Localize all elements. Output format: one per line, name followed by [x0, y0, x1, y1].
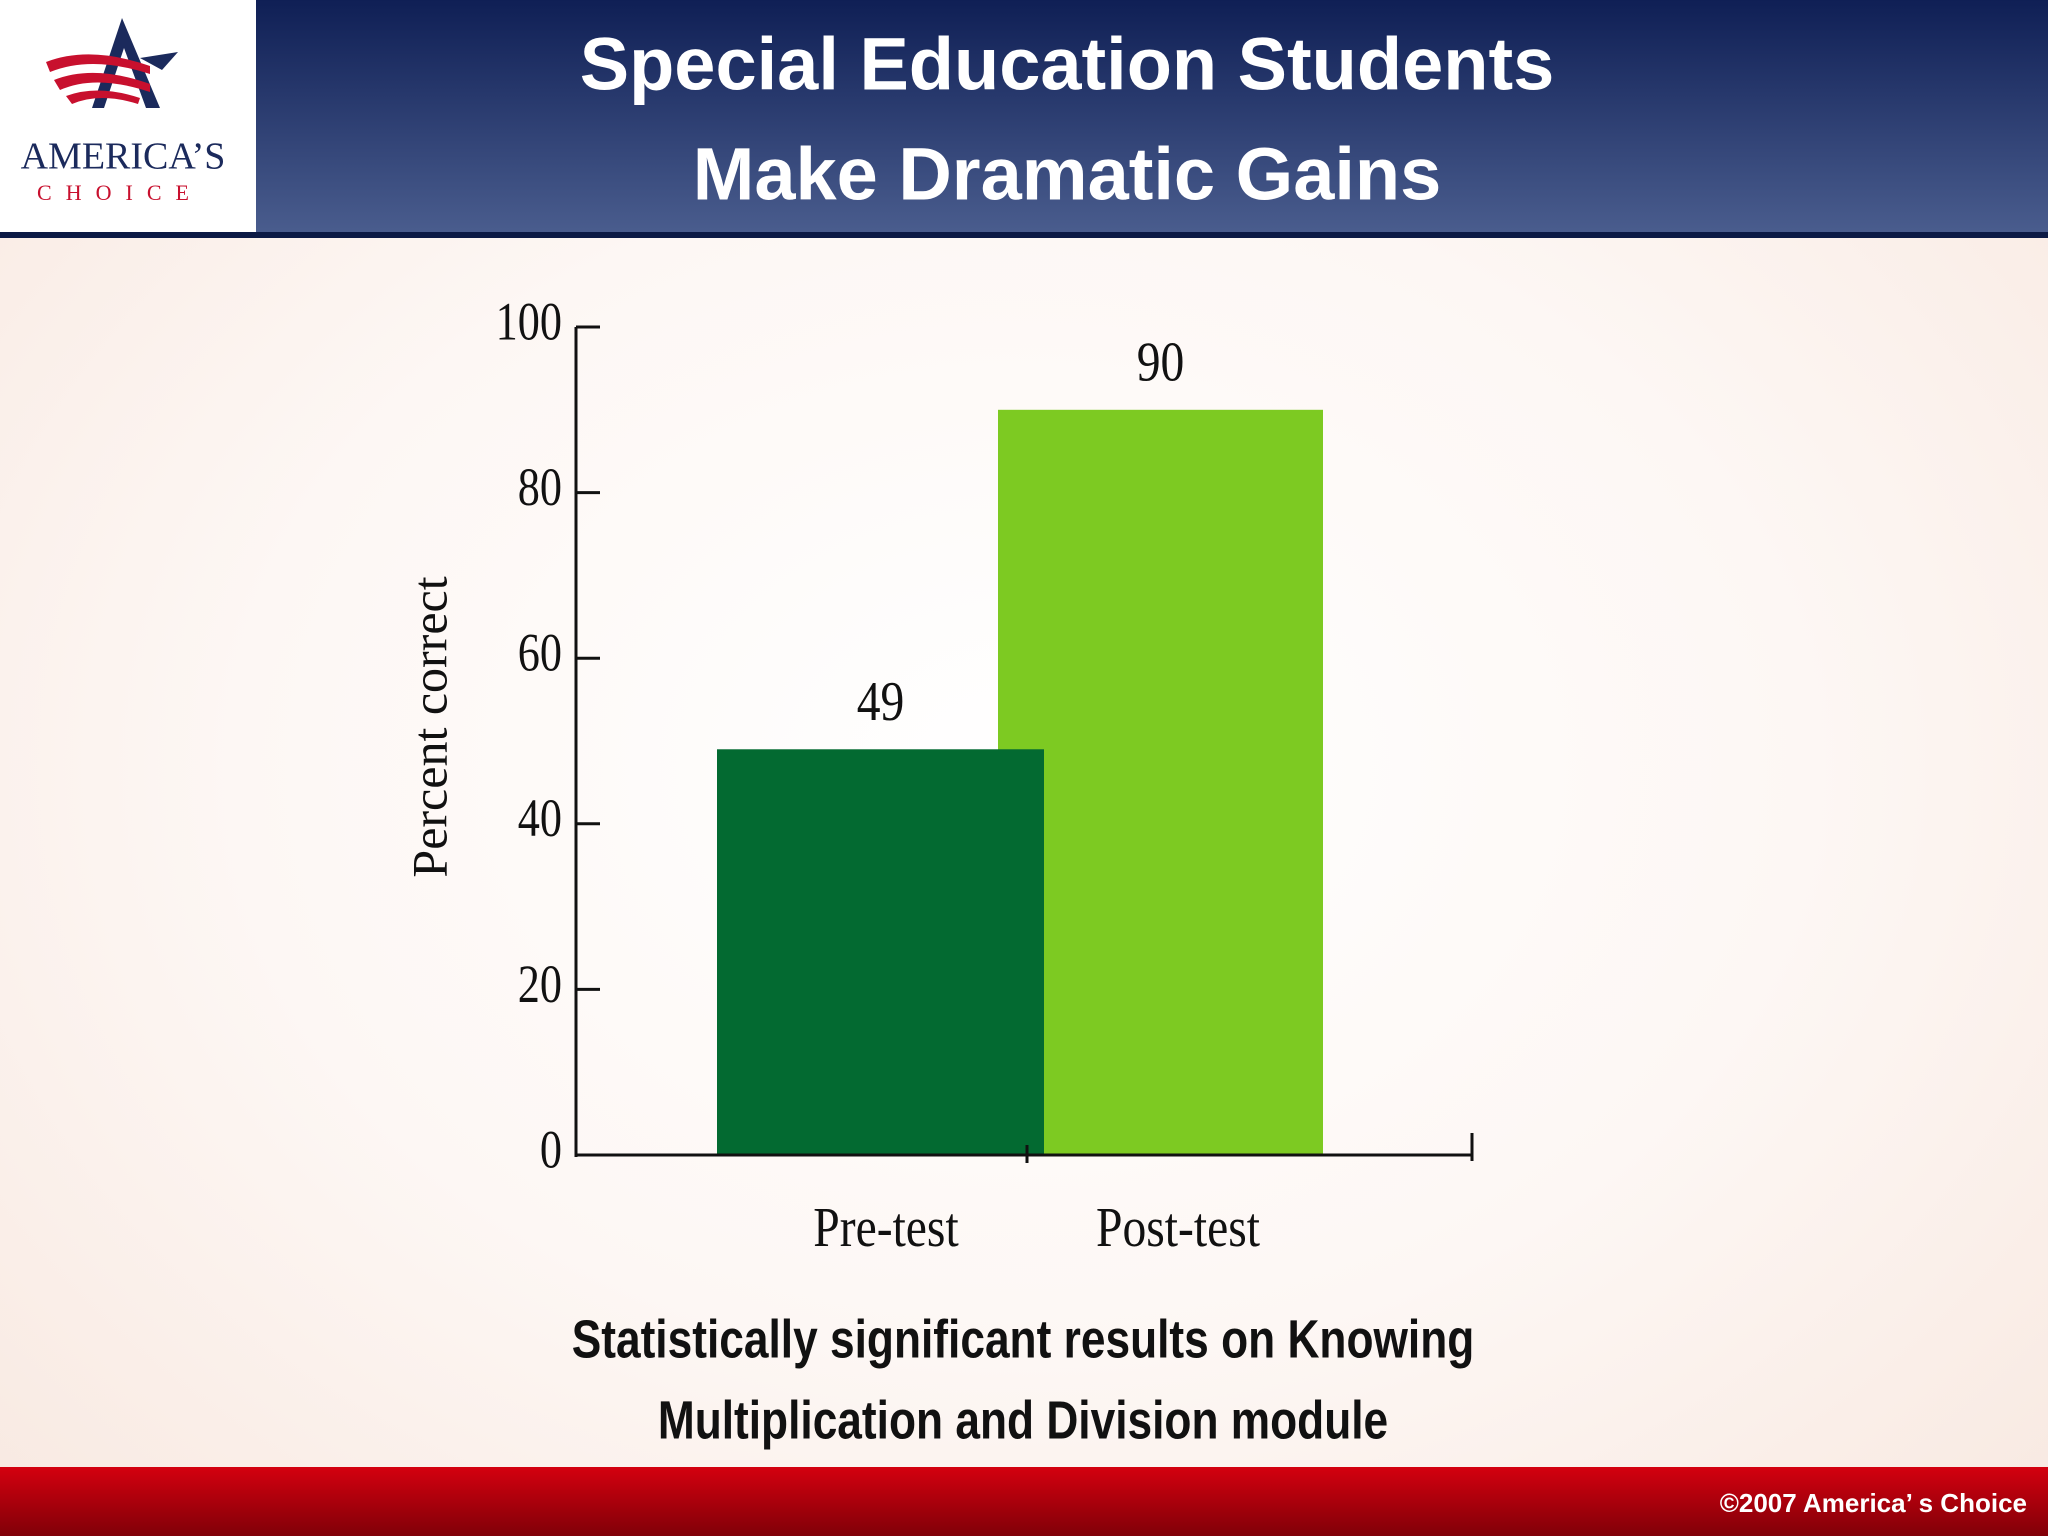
header-rule [0, 232, 2048, 238]
logo-sub: CHOICE [37, 180, 203, 205]
bar [717, 749, 1044, 1155]
y-tick-label: 80 [518, 457, 562, 517]
y-tick-label: 60 [518, 622, 562, 682]
bar [998, 409, 1323, 1155]
y-tick-label: 0 [540, 1119, 562, 1179]
y-tick-label: 100 [496, 291, 562, 351]
value-label: 90 [1137, 332, 1185, 393]
logo-mark [46, 18, 178, 108]
title-line: Make Dramatic Gains [693, 133, 1442, 216]
logo-name: AMERICA’S [21, 136, 226, 178]
footer [0, 1467, 2048, 1536]
value-label: 49 [857, 672, 905, 733]
y-tick-label: 40 [518, 788, 562, 848]
header [0, 0, 2048, 234]
x-tick-label: Pre-test [813, 1197, 959, 1258]
y-axis-label: Percent correct [401, 576, 457, 877]
footer-text: ©2007 America’ s Choice [1720, 1488, 2027, 1518]
caption-line: Multiplication and Division module [658, 1390, 1388, 1450]
x-tick-label: Post-test [1096, 1197, 1260, 1258]
caption-line: Statistically significant results on Kno… [572, 1309, 1475, 1369]
title-line: Special Education Students [580, 23, 1555, 106]
y-tick-label: 20 [518, 954, 562, 1014]
